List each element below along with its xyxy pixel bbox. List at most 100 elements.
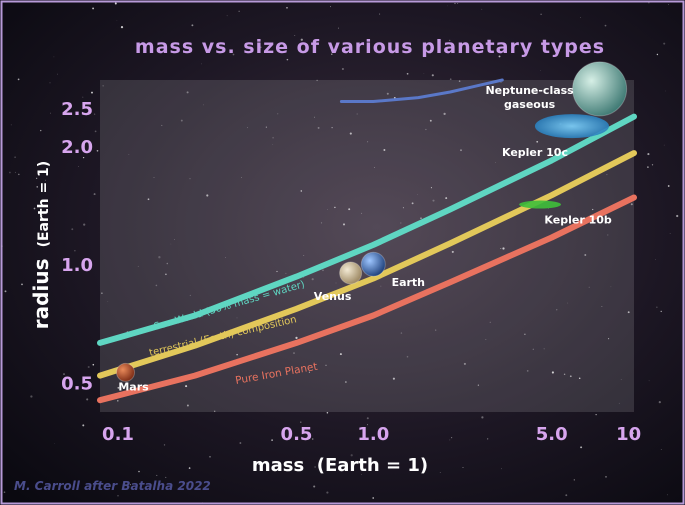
star	[186, 404, 189, 407]
planet-marker-venus	[339, 261, 363, 285]
y-tick-label: 2.5	[61, 99, 93, 120]
star	[669, 233, 671, 234]
star	[462, 467, 464, 469]
star	[161, 124, 163, 126]
star	[423, 51, 425, 53]
star	[439, 472, 441, 473]
y-axis-label-main: radius	[29, 259, 53, 330]
star	[74, 250, 76, 252]
star	[82, 424, 85, 427]
star	[186, 482, 188, 484]
star	[314, 466, 316, 468]
star	[294, 35, 296, 37]
star	[129, 484, 131, 486]
star	[316, 79, 318, 82]
star	[595, 414, 597, 416]
star	[322, 269, 324, 272]
star	[648, 2, 650, 4]
star	[128, 154, 130, 155]
star	[569, 375, 572, 378]
star	[93, 113, 96, 115]
star	[341, 67, 344, 71]
star	[308, 371, 310, 373]
star	[286, 7, 288, 9]
star	[481, 416, 484, 419]
star	[313, 485, 316, 488]
star	[271, 439, 273, 441]
star	[21, 283, 23, 286]
planet-marker-mars	[116, 362, 136, 382]
star	[584, 254, 587, 256]
star	[658, 401, 661, 404]
star	[663, 144, 665, 146]
star	[402, 207, 404, 209]
star	[345, 381, 347, 383]
star	[372, 497, 375, 499]
star	[361, 212, 363, 214]
star	[502, 247, 505, 250]
star	[185, 385, 188, 388]
star	[540, 70, 541, 71]
star	[325, 364, 327, 366]
star	[430, 187, 432, 189]
star	[36, 177, 38, 179]
series-line-terrestrial-earth-composition	[97, 150, 637, 379]
star	[189, 178, 191, 180]
star	[239, 442, 242, 444]
star	[608, 338, 610, 340]
star	[648, 380, 650, 382]
star	[342, 223, 346, 226]
star	[380, 285, 382, 287]
points-layer: Mars Venus Earth Kepler 10b Kepler 10c Neptun…	[116, 61, 628, 393]
star	[191, 24, 194, 27]
star	[655, 259, 656, 260]
star	[548, 208, 549, 209]
star	[647, 153, 650, 156]
planet-label-kepler-10b: Kepler 10b	[544, 214, 611, 227]
star	[17, 78, 20, 81]
star	[82, 156, 85, 159]
star	[311, 438, 314, 440]
star	[620, 379, 622, 380]
star	[214, 410, 216, 412]
star	[203, 104, 204, 106]
star	[91, 91, 93, 94]
star	[117, 386, 120, 389]
planet-marker-earth	[360, 251, 386, 277]
star	[258, 463, 261, 466]
star	[96, 149, 99, 152]
star	[588, 286, 590, 288]
star	[656, 306, 658, 308]
star	[14, 171, 16, 173]
star	[431, 74, 434, 77]
star	[367, 141, 369, 143]
star	[580, 446, 583, 449]
star	[277, 113, 279, 115]
star	[265, 126, 267, 128]
star	[536, 140, 539, 143]
star	[57, 73, 58, 75]
star	[155, 284, 158, 287]
star	[232, 53, 235, 56]
star	[454, 2, 456, 5]
star	[4, 290, 7, 293]
y-tick-label: 2.0	[61, 137, 93, 158]
star	[601, 306, 603, 307]
star	[406, 72, 409, 75]
star	[120, 26, 124, 29]
star	[49, 82, 51, 84]
star	[411, 202, 414, 205]
star	[451, 437, 453, 439]
star	[326, 491, 329, 494]
star	[500, 248, 502, 249]
series-line-pure-iron-planet	[97, 194, 637, 404]
star	[166, 262, 169, 265]
star	[400, 332, 403, 334]
star	[449, 439, 451, 441]
star	[18, 173, 20, 176]
star	[605, 476, 607, 478]
x-tick-label: 0.5	[281, 424, 313, 445]
ticks-layer: 0.1 0.5 1.0 5.0 10 0.5 1.0 2.0 2.5	[61, 99, 641, 445]
